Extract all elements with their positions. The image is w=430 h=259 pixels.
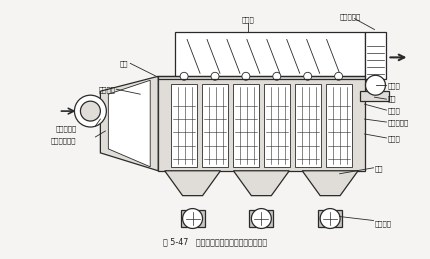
Text: 出口烟道阀: 出口烟道阀 xyxy=(339,13,360,20)
Circle shape xyxy=(319,208,339,228)
Bar xyxy=(249,210,273,227)
Bar xyxy=(180,210,204,227)
Bar xyxy=(294,84,320,167)
Circle shape xyxy=(272,72,280,80)
Bar xyxy=(232,84,258,167)
Text: 脉冲阀: 脉冲阀 xyxy=(387,82,399,89)
Text: 进口烟道阀: 进口烟道阀 xyxy=(55,126,77,132)
Polygon shape xyxy=(100,76,158,171)
Text: 上箱体: 上箱体 xyxy=(241,16,254,23)
Bar xyxy=(263,84,289,167)
Text: 喷吹管: 喷吹管 xyxy=(387,108,399,114)
Text: 灰斗: 灰斗 xyxy=(374,166,382,172)
Circle shape xyxy=(365,75,384,95)
Text: 图 5-47   直通均流式脉冲除尘设备结构原理: 图 5-47 直通均流式脉冲除尘设备结构原理 xyxy=(163,237,267,246)
Circle shape xyxy=(334,72,342,80)
Text: 气流分布装置: 气流分布装置 xyxy=(50,138,76,144)
Circle shape xyxy=(182,208,202,228)
Text: 卸灰装置: 卸灰装置 xyxy=(374,220,390,227)
Polygon shape xyxy=(301,171,357,196)
Bar xyxy=(202,84,227,167)
Circle shape xyxy=(80,101,100,121)
Bar xyxy=(325,84,351,167)
Polygon shape xyxy=(108,80,150,167)
Bar xyxy=(317,210,341,227)
Polygon shape xyxy=(233,171,289,196)
Text: 中箱体: 中箱体 xyxy=(387,136,399,142)
Bar xyxy=(171,84,197,167)
Text: 滤袋、袋笼: 滤袋、袋笼 xyxy=(387,120,408,126)
Text: 气包: 气包 xyxy=(387,96,395,103)
Circle shape xyxy=(211,72,218,80)
Text: 进口喷孔: 进口喷孔 xyxy=(98,86,115,92)
Bar xyxy=(158,76,364,171)
Circle shape xyxy=(241,72,249,80)
Circle shape xyxy=(303,72,311,80)
Bar xyxy=(175,32,364,79)
Bar xyxy=(359,91,389,101)
Circle shape xyxy=(180,72,187,80)
Text: 花板: 花板 xyxy=(120,60,128,67)
Circle shape xyxy=(74,95,106,127)
Circle shape xyxy=(251,208,271,228)
Bar xyxy=(364,32,386,79)
Polygon shape xyxy=(164,171,220,196)
